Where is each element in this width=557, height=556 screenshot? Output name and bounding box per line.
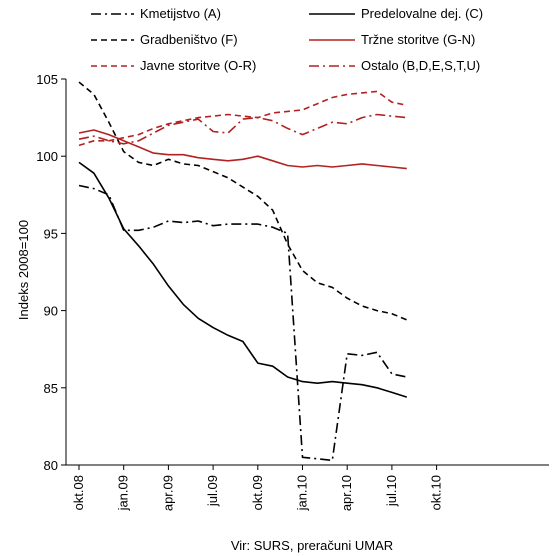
x-tick-label: jan.10 xyxy=(295,475,310,511)
series-group xyxy=(78,81,408,462)
legend-label-4: Tržne storitve (G-N) xyxy=(361,32,475,47)
source-note: Vir: SURS, preračuni UMAR xyxy=(231,538,393,553)
legend-label-5: Javne storitve (O-R) xyxy=(140,58,256,73)
y-axis-title: Indeks 2008=100 xyxy=(16,220,31,320)
series-line-2 xyxy=(78,161,408,398)
series-line-1 xyxy=(78,184,407,462)
y-axis: 80 85 90 95 100 105 xyxy=(36,72,66,473)
y-tick-label: 85 xyxy=(44,381,58,396)
legend-label-3: Gradbeništvo (F) xyxy=(140,32,238,47)
legend-label-2: Predelovalne dej. (C) xyxy=(361,6,483,21)
x-axis: okt.08 jan.09 apr.09 jul.09 okt.09 jan.10 apr.… xyxy=(71,465,444,511)
legend: Kmetijstvo (A) Predelovalne dej. (C) Gradb… xyxy=(91,6,483,73)
x-tick-label: jul.09 xyxy=(205,475,220,507)
y-tick-label: 90 xyxy=(44,304,58,319)
legend-label-6: Ostalo (B,D,E,S,T,U) xyxy=(361,58,480,73)
y-tick-label: 100 xyxy=(36,149,58,164)
y-tick-label: 105 xyxy=(36,72,58,87)
x-tick-label: apr.10 xyxy=(339,475,354,511)
x-tick-label: okt.08 xyxy=(71,475,86,510)
series-line-6 xyxy=(78,113,407,145)
legend-label-1: Kmetijstvo (A) xyxy=(140,6,221,21)
x-tick-label: apr.09 xyxy=(160,475,175,511)
series-line-3 xyxy=(78,81,408,321)
y-tick-label: 95 xyxy=(44,226,58,241)
plot-area xyxy=(65,79,549,466)
x-tick-label: jul.10 xyxy=(384,475,399,507)
series-line-4 xyxy=(78,129,407,170)
y-tick-label: 80 xyxy=(44,458,58,473)
series-line-5 xyxy=(78,90,407,147)
x-tick-label: okt.09 xyxy=(250,475,265,510)
x-tick-label: jan.09 xyxy=(116,475,131,511)
x-tick-label: okt.10 xyxy=(429,475,444,510)
